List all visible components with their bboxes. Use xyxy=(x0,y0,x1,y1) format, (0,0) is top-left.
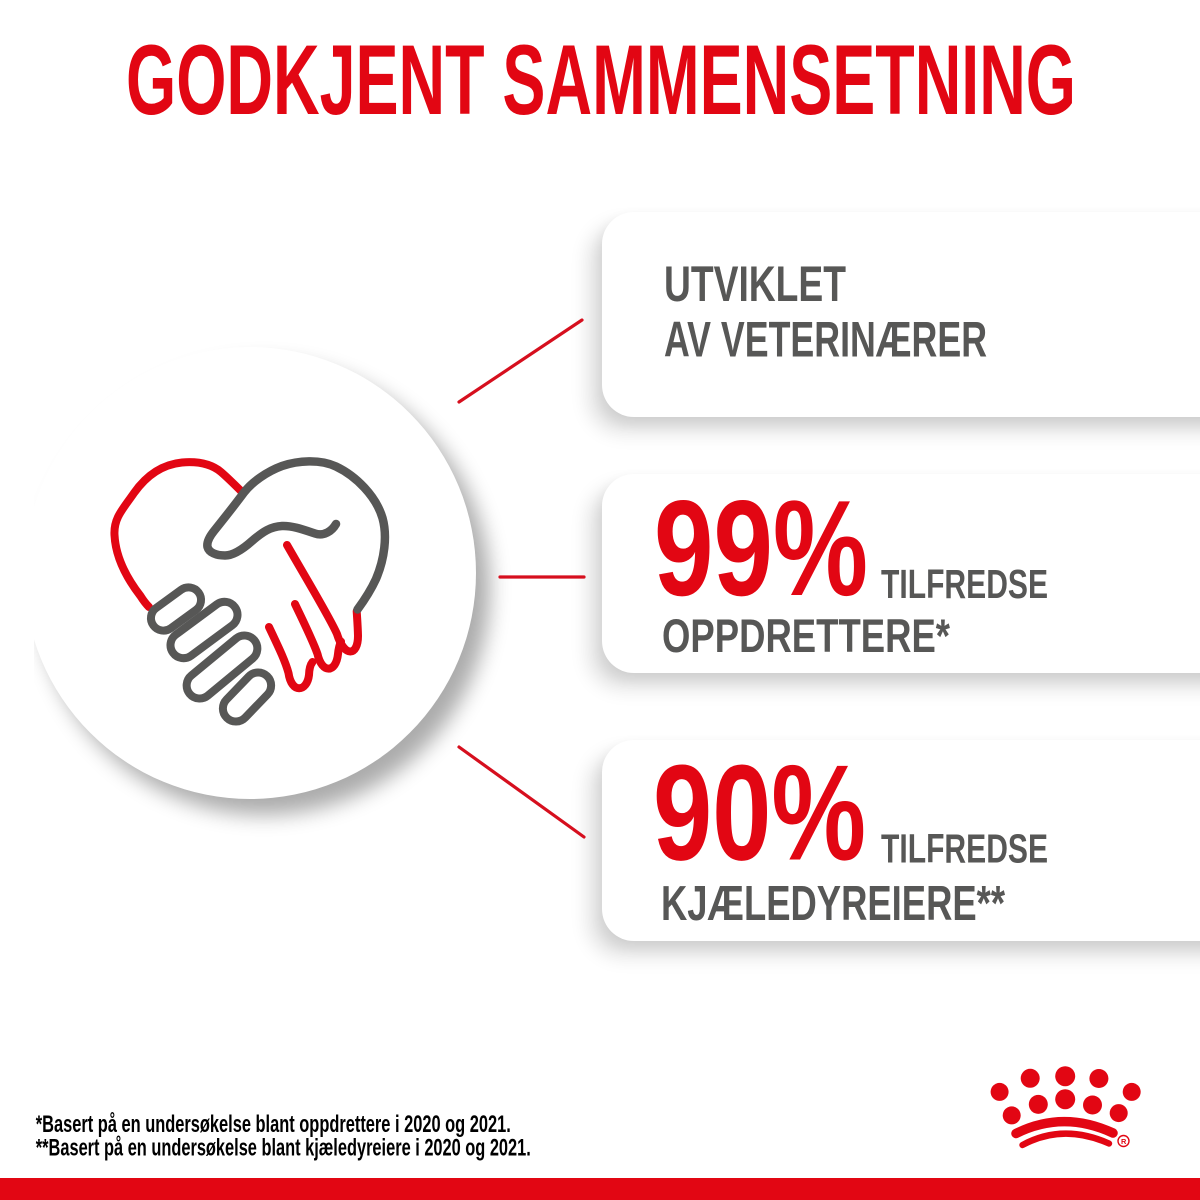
svg-text:TILFREDSE: TILFREDSE xyxy=(881,826,1048,872)
svg-text:R: R xyxy=(1121,1137,1127,1146)
svg-text:AV VETERINÆRER: AV VETERINÆRER xyxy=(664,312,987,368)
svg-text:UTVIKLET: UTVIKLET xyxy=(664,256,846,312)
svg-text:90%: 90% xyxy=(653,737,866,889)
svg-text:KJÆLEDYREIERE**: KJÆLEDYREIERE** xyxy=(661,877,1006,931)
svg-text:TILFREDSE: TILFREDSE xyxy=(881,561,1048,607)
svg-text:*Basert på en undersøkelse bla: *Basert på en undersøkelse blant oppdret… xyxy=(36,1111,511,1138)
svg-text:99%: 99% xyxy=(654,472,868,624)
svg-text:**Basert på en undersøkelse bl: **Basert på en undersøkelse blant kjæled… xyxy=(36,1134,531,1161)
svg-text:OPPDRETTERE*: OPPDRETTERE* xyxy=(662,609,951,662)
svg-text:GODKJENT SAMMENSETNING: GODKJENT SAMMENSETNING xyxy=(126,24,1076,135)
